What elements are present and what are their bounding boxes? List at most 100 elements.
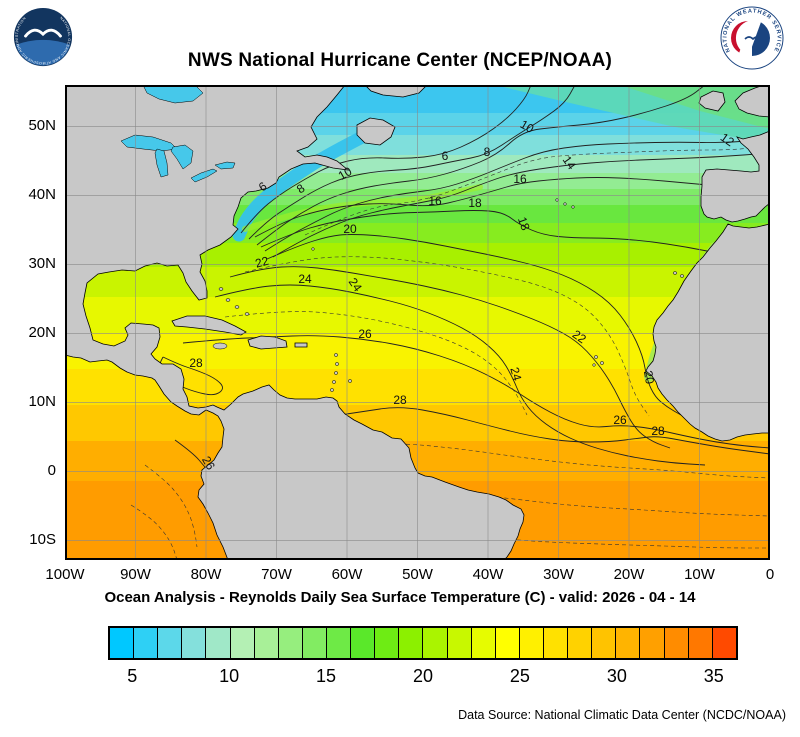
nws-bird-icon xyxy=(744,36,762,41)
contour-value-label: 28 xyxy=(393,393,407,407)
colorbar-segment xyxy=(206,628,231,658)
nws-logo: NATIONAL WEATHER SERVICE xyxy=(720,6,784,70)
contour-value-label: 20 xyxy=(343,222,357,236)
lat-tick-label: 20N xyxy=(28,324,56,342)
isotherm xyxy=(319,407,771,455)
isotherm xyxy=(254,177,771,238)
colorbar-tick-label: 25 xyxy=(509,666,530,686)
colorbar-segment xyxy=(712,628,736,658)
sst-region xyxy=(620,85,770,129)
isotherm xyxy=(248,84,576,240)
contour-value-label: 10 xyxy=(336,164,355,183)
landmass xyxy=(294,342,308,348)
lon-tick-label: 30W xyxy=(543,566,574,583)
contour-value-label: 20 xyxy=(641,370,657,386)
colorbar-tick-label: 10 xyxy=(219,666,240,686)
contour-value-label: 24 xyxy=(507,366,524,383)
contour-value-label: 28 xyxy=(651,424,665,438)
lat-tick-label: 10N xyxy=(28,393,56,411)
colorbar-tick-label: 5 xyxy=(127,666,138,686)
nws-logo-red-crescent xyxy=(731,21,748,55)
islands xyxy=(212,198,685,392)
island xyxy=(594,355,598,359)
contour-value-label: 10 xyxy=(518,117,537,136)
contour-value-label: 28 xyxy=(189,356,203,370)
island xyxy=(212,342,228,350)
contour-value-label: 26 xyxy=(358,327,372,341)
landmass xyxy=(64,84,525,561)
isotherm xyxy=(229,266,671,449)
data-source-note: Data Source: National Climatic Data Cent… xyxy=(458,708,786,722)
noaa-logo: NATIONAL OCEANIC AND ATMOSPHERIC ADMINIS… xyxy=(12,6,74,68)
isotherm xyxy=(264,138,771,252)
seagull-icon xyxy=(24,28,62,38)
colorbar-segment xyxy=(134,628,159,658)
lon-tick-label: 80W xyxy=(190,566,222,583)
lat-tick-label: 40N xyxy=(28,186,56,204)
colorbar-segment xyxy=(110,628,135,658)
colorbar-segment xyxy=(640,628,665,658)
lon-tick-label: 60W xyxy=(331,566,363,583)
island xyxy=(335,362,339,366)
contour-value-label: 8 xyxy=(484,145,491,159)
island xyxy=(571,205,575,209)
noaa-logo-ocean xyxy=(15,39,71,66)
lon-tick-label: 50W xyxy=(402,566,433,583)
isotherm-dashed xyxy=(130,504,178,561)
landmass xyxy=(698,90,726,112)
lon-tick-label: 40W xyxy=(472,566,504,583)
isotherm-dashed xyxy=(224,311,528,416)
isotherm xyxy=(266,234,682,416)
isotherm-dashed xyxy=(314,443,771,479)
island xyxy=(600,361,604,365)
isotherm-contours xyxy=(130,84,771,561)
colorbar-segment xyxy=(568,628,593,658)
colorbar-segment xyxy=(399,628,424,658)
sst-map: 6 8 10 14 12 6 8 10 16 18 16 18 20 22 24 24 26 22 28 24 20 28… xyxy=(64,84,771,561)
lake xyxy=(190,168,218,183)
colorbar-segment xyxy=(664,628,689,658)
landmasses xyxy=(64,84,771,561)
island xyxy=(679,274,685,278)
colorbar-tick-label: 30 xyxy=(606,666,627,686)
colorbar-segment xyxy=(543,628,569,658)
colorbar-segment xyxy=(351,628,376,658)
island xyxy=(244,312,250,316)
colorbar-segment xyxy=(375,628,400,658)
lake xyxy=(214,161,236,170)
island xyxy=(218,287,224,291)
colorbar-segment xyxy=(230,628,255,658)
isotherm xyxy=(182,335,771,449)
isotherm xyxy=(260,210,771,270)
island xyxy=(672,271,678,275)
island xyxy=(334,371,338,375)
island xyxy=(563,202,567,206)
island xyxy=(592,363,596,367)
contour-value-label: 18 xyxy=(468,196,482,210)
landmass xyxy=(700,130,771,223)
landmass xyxy=(645,223,771,442)
latlon-grid xyxy=(65,85,770,560)
lon-tick-label: 100W xyxy=(45,566,85,583)
lon-tick-label: 70W xyxy=(261,566,292,583)
isotherm-dashed xyxy=(304,145,771,236)
colorbar-segment xyxy=(278,628,303,658)
contour-value-label: 16 xyxy=(428,194,442,208)
contour-value-label: 18 xyxy=(515,215,533,233)
isotherm xyxy=(256,84,706,246)
contour-value-label: 22 xyxy=(254,254,271,271)
contour-value-label: 26 xyxy=(199,454,218,473)
lake xyxy=(154,148,169,178)
lake xyxy=(170,144,194,170)
lon-tick-label: 10W xyxy=(684,566,715,583)
island xyxy=(234,305,240,309)
island xyxy=(311,247,315,251)
sst-front xyxy=(242,184,483,232)
colorbar-segment xyxy=(519,628,544,658)
colorbar-segment xyxy=(423,628,448,658)
lon-tick-label: 0 xyxy=(765,566,775,583)
landmass xyxy=(356,117,396,146)
map-border xyxy=(65,85,770,560)
